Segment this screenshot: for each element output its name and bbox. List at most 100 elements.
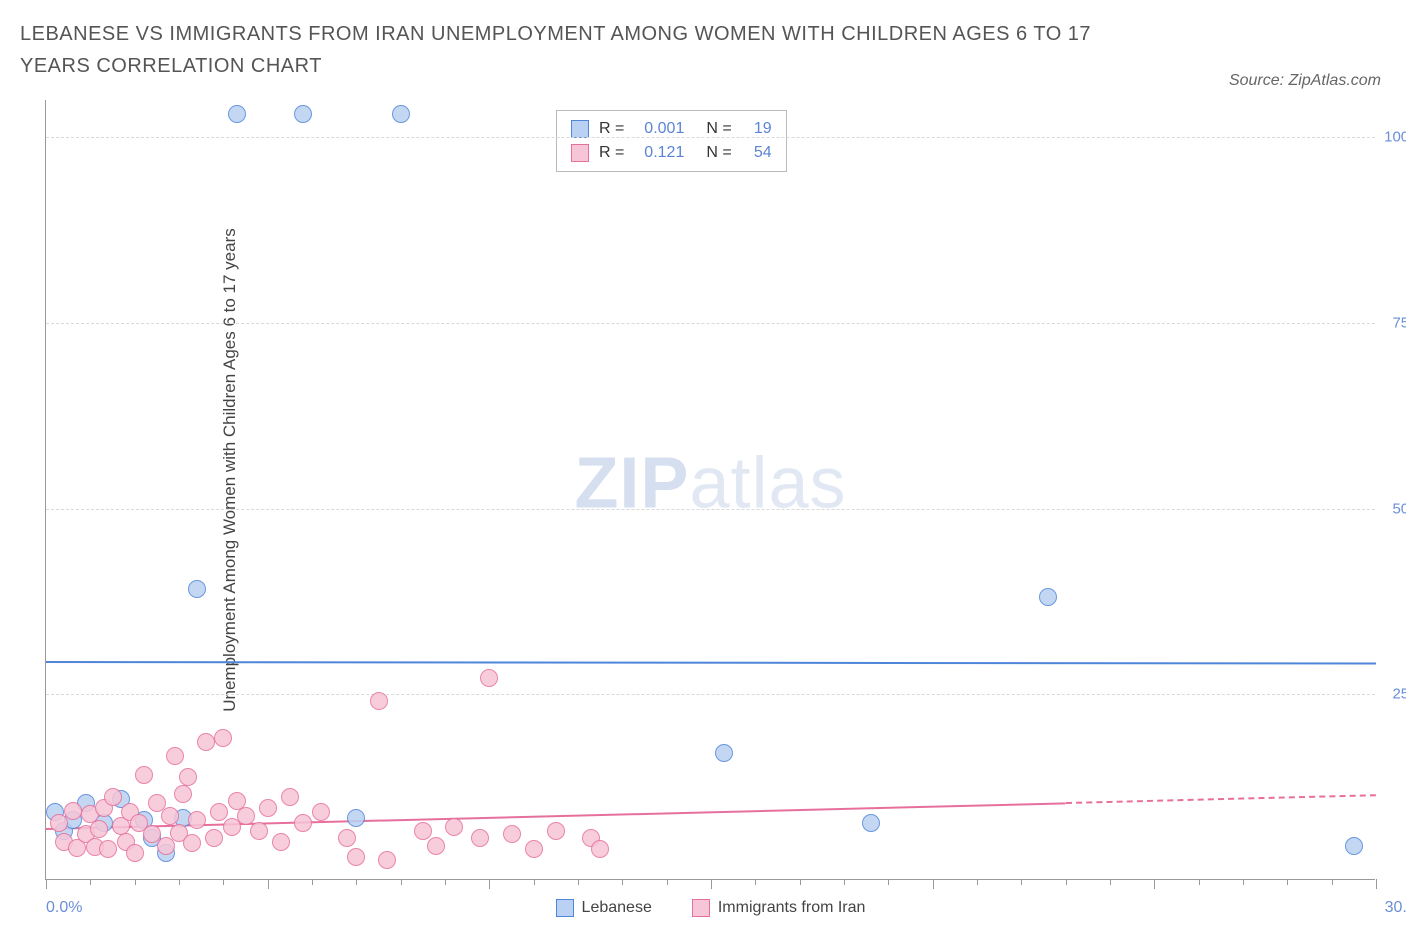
legend-label: Lebanese xyxy=(582,899,652,917)
x-tick-minor xyxy=(534,879,535,885)
x-tick-minor xyxy=(356,879,357,885)
data-point-iran xyxy=(126,844,144,862)
data-point-iran xyxy=(480,669,498,687)
data-point-iran xyxy=(90,820,108,838)
x-tick-major xyxy=(1154,879,1155,889)
chart-title: LEBANESE VS IMMIGRANTS FROM IRAN UNEMPLO… xyxy=(20,18,1120,82)
legend-stats-box: R =0.001N =19R =0.121N =54 xyxy=(556,110,787,172)
data-point-iran xyxy=(135,766,153,784)
legend-n-value: 54 xyxy=(742,141,772,165)
y-tick-label: 25.0% xyxy=(1380,686,1406,703)
x-tick-minor xyxy=(1110,879,1111,885)
x-tick-major xyxy=(1376,879,1377,889)
watermark: ZIPatlas xyxy=(574,442,846,524)
data-point-iran xyxy=(445,818,463,836)
data-point-iran xyxy=(237,807,255,825)
data-point-iran xyxy=(250,822,268,840)
x-tick-minor xyxy=(1243,879,1244,885)
x-tick-minor xyxy=(667,879,668,885)
x-tick-minor xyxy=(312,879,313,885)
data-point-iran xyxy=(64,802,82,820)
data-point-iran xyxy=(166,747,184,765)
data-point-iran xyxy=(471,829,489,847)
legend-swatch-iran xyxy=(692,899,710,917)
data-point-iran xyxy=(338,829,356,847)
legend-swatch-lebanese xyxy=(556,899,574,917)
x-tick-minor xyxy=(1021,879,1022,885)
data-point-iran xyxy=(347,848,365,866)
legend-swatch-iran xyxy=(571,144,589,162)
gridline-h xyxy=(46,509,1375,510)
x-tick-minor xyxy=(977,879,978,885)
x-axis-max-label: 30.0% xyxy=(1385,899,1406,917)
data-point-iran xyxy=(179,768,197,786)
gridline-h xyxy=(46,323,1375,324)
gridline-h xyxy=(46,694,1375,695)
data-point-lebanese xyxy=(392,105,410,123)
data-point-lebanese xyxy=(228,105,246,123)
legend-n-label: N = xyxy=(706,141,731,165)
data-point-iran xyxy=(294,814,312,832)
data-point-iran xyxy=(525,840,543,858)
scatter-plot-area: ZIPatlas R =0.001N =19R =0.121N =54 0.0%… xyxy=(45,100,1375,880)
data-point-iran xyxy=(161,807,179,825)
data-point-iran xyxy=(99,840,117,858)
data-point-iran xyxy=(183,834,201,852)
legend-r-value: 0.121 xyxy=(634,141,684,165)
data-point-iran xyxy=(547,822,565,840)
legend-item-iran: Immigrants from Iran xyxy=(692,899,866,917)
data-point-iran xyxy=(272,833,290,851)
x-tick-minor xyxy=(844,879,845,885)
y-tick-label: 100.0% xyxy=(1380,129,1406,146)
data-point-lebanese xyxy=(862,814,880,832)
x-tick-minor xyxy=(401,879,402,885)
trend-line-dash-iran xyxy=(1066,795,1376,805)
legend-swatch-lebanese xyxy=(571,120,589,138)
x-tick-major xyxy=(489,879,490,889)
y-tick-label: 75.0% xyxy=(1380,314,1406,331)
legend-r-label: R = xyxy=(599,141,624,165)
legend-series: Lebanese Immigrants from Iran xyxy=(46,899,1375,917)
data-point-iran xyxy=(427,837,445,855)
data-point-iran xyxy=(104,788,122,806)
x-tick-major xyxy=(711,879,712,889)
x-tick-minor xyxy=(800,879,801,885)
data-point-lebanese xyxy=(347,809,365,827)
x-tick-minor xyxy=(1066,879,1067,885)
x-tick-minor xyxy=(179,879,180,885)
x-tick-minor xyxy=(888,879,889,885)
source-label: Source: ZipAtlas.com xyxy=(1229,72,1381,90)
x-tick-minor xyxy=(90,879,91,885)
trend-line-lebanese xyxy=(46,661,1376,664)
y-tick-label: 50.0% xyxy=(1380,500,1406,517)
data-point-iran xyxy=(378,851,396,869)
data-point-lebanese xyxy=(188,580,206,598)
data-point-lebanese xyxy=(715,744,733,762)
x-tick-minor xyxy=(1287,879,1288,885)
x-tick-minor xyxy=(445,879,446,885)
data-point-lebanese xyxy=(1039,588,1057,606)
data-point-iran xyxy=(370,692,388,710)
data-point-iran xyxy=(205,829,223,847)
x-tick-major xyxy=(268,879,269,889)
data-point-iran xyxy=(312,803,330,821)
data-point-iran xyxy=(503,825,521,843)
x-tick-major xyxy=(46,879,47,889)
data-point-iran xyxy=(214,729,232,747)
x-tick-major xyxy=(933,879,934,889)
legend-item-lebanese: Lebanese xyxy=(556,899,652,917)
data-point-lebanese xyxy=(294,105,312,123)
data-point-iran xyxy=(188,811,206,829)
x-tick-minor xyxy=(135,879,136,885)
x-tick-minor xyxy=(578,879,579,885)
data-point-iran xyxy=(259,799,277,817)
x-tick-minor xyxy=(622,879,623,885)
data-point-iran xyxy=(197,733,215,751)
x-tick-minor xyxy=(755,879,756,885)
x-tick-minor xyxy=(1332,879,1333,885)
data-point-iran xyxy=(591,840,609,858)
gridline-h xyxy=(46,137,1375,138)
data-point-iran xyxy=(210,803,228,821)
data-point-iran xyxy=(174,785,192,803)
data-point-lebanese xyxy=(1345,837,1363,855)
